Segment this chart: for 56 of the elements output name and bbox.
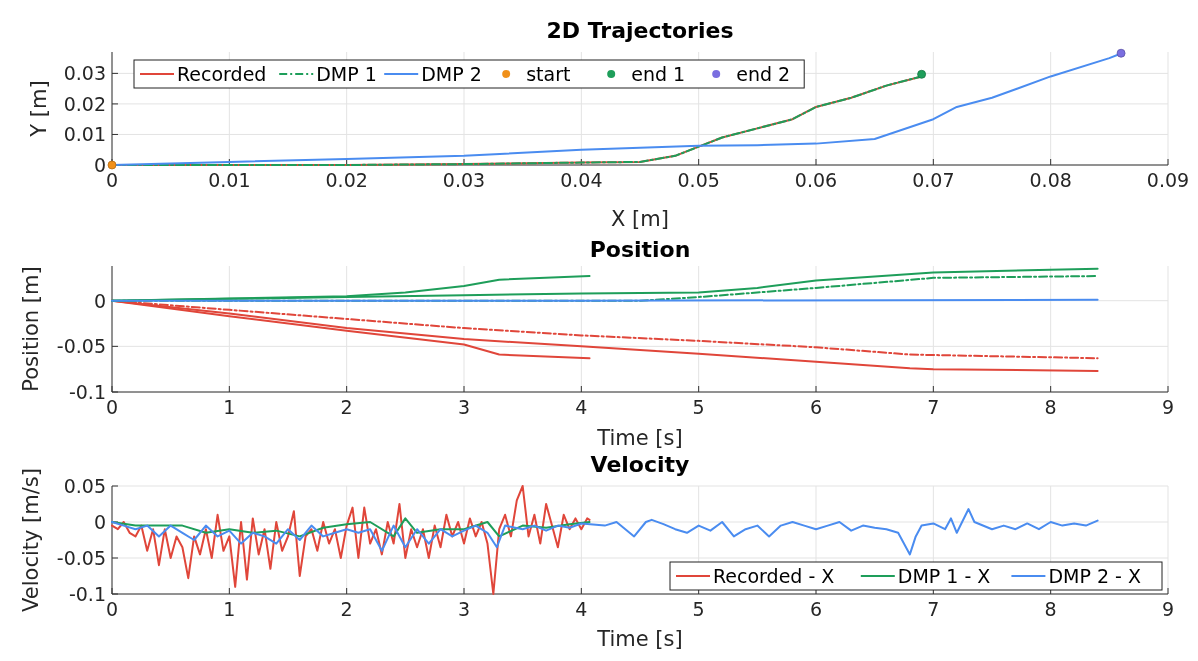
- y-tick-label: -0.1: [68, 583, 106, 605]
- x-tick-label: 2: [340, 396, 353, 418]
- y-axis-title: Y [m]: [27, 80, 51, 138]
- legend-label: Recorded - X: [713, 565, 835, 587]
- y-tick-label: -0.1: [68, 381, 106, 403]
- legend-label: DMP 2 - X: [1048, 565, 1141, 587]
- x-tick-label: 0.03: [442, 169, 486, 191]
- x-tick-label: 7: [927, 598, 940, 620]
- chart-title: 2D Trajectories: [546, 18, 734, 43]
- y-tick-label: 0.01: [63, 123, 106, 146]
- x-tick-label: 8: [1044, 396, 1057, 418]
- x-tick-label: 0.07: [912, 169, 955, 191]
- legend-label: end 2: [736, 63, 791, 85]
- legend-label: start: [526, 63, 571, 85]
- chart-title: Position: [589, 237, 691, 262]
- y-tick-label: 0: [93, 511, 106, 533]
- x-tick-label: 0.09: [1146, 169, 1190, 191]
- x-tick-label: 8: [1044, 598, 1057, 620]
- x-tick-label: 6: [809, 396, 823, 418]
- legend-label: Recorded: [177, 63, 267, 85]
- y-tick-label: -0.05: [56, 547, 106, 569]
- y-tick-label: 0.05: [63, 475, 106, 497]
- x-tick-label: 1: [223, 396, 236, 418]
- x-tick-label: 6: [809, 598, 823, 620]
- x-axis-title: X [m]: [611, 207, 669, 231]
- legend-label: DMP 1 - X: [897, 565, 991, 587]
- x-tick-label: 0.02: [325, 169, 368, 191]
- x-tick-label: 3: [457, 598, 471, 620]
- x-tick-label: 1: [223, 598, 236, 620]
- x-tick-label: 5: [692, 598, 705, 620]
- y-tick-label: 0: [93, 154, 106, 176]
- y-tick-label: -0.05: [56, 335, 106, 358]
- x-tick-label: 7: [927, 396, 940, 418]
- chart-title: Velocity: [590, 452, 690, 477]
- legend-label: DMP 1: [316, 63, 377, 85]
- legend-label: end 1: [631, 63, 686, 85]
- x-tick-label: 0.06: [794, 169, 838, 191]
- x-tick-label: 0.04: [560, 169, 603, 191]
- x-tick-label: 5: [692, 396, 705, 418]
- y-tick-label: 0: [93, 289, 106, 312]
- x-tick-label: 0.01: [208, 169, 251, 191]
- x-tick-label: 4: [575, 396, 588, 418]
- x-tick-label: 0.08: [1029, 169, 1072, 191]
- x-tick-label: 9: [1161, 396, 1175, 418]
- y-axis-title: Position [m]: [19, 266, 43, 392]
- y-tick-label: 0.02: [63, 92, 106, 115]
- y-tick-label: 0.03: [63, 62, 106, 85]
- x-tick-label: 3: [457, 396, 471, 418]
- x-axis-title: Time [s]: [596, 426, 683, 450]
- x-tick-label: 0.05: [677, 169, 720, 191]
- x-tick-label: 2: [340, 598, 353, 620]
- y-axis-title: Velocity [m/s]: [19, 468, 43, 612]
- x-tick-label: 4: [575, 598, 588, 620]
- x-axis-title: Time [s]: [596, 627, 683, 651]
- x-tick-label: 9: [1161, 598, 1175, 620]
- legend-label: DMP 2: [421, 63, 482, 85]
